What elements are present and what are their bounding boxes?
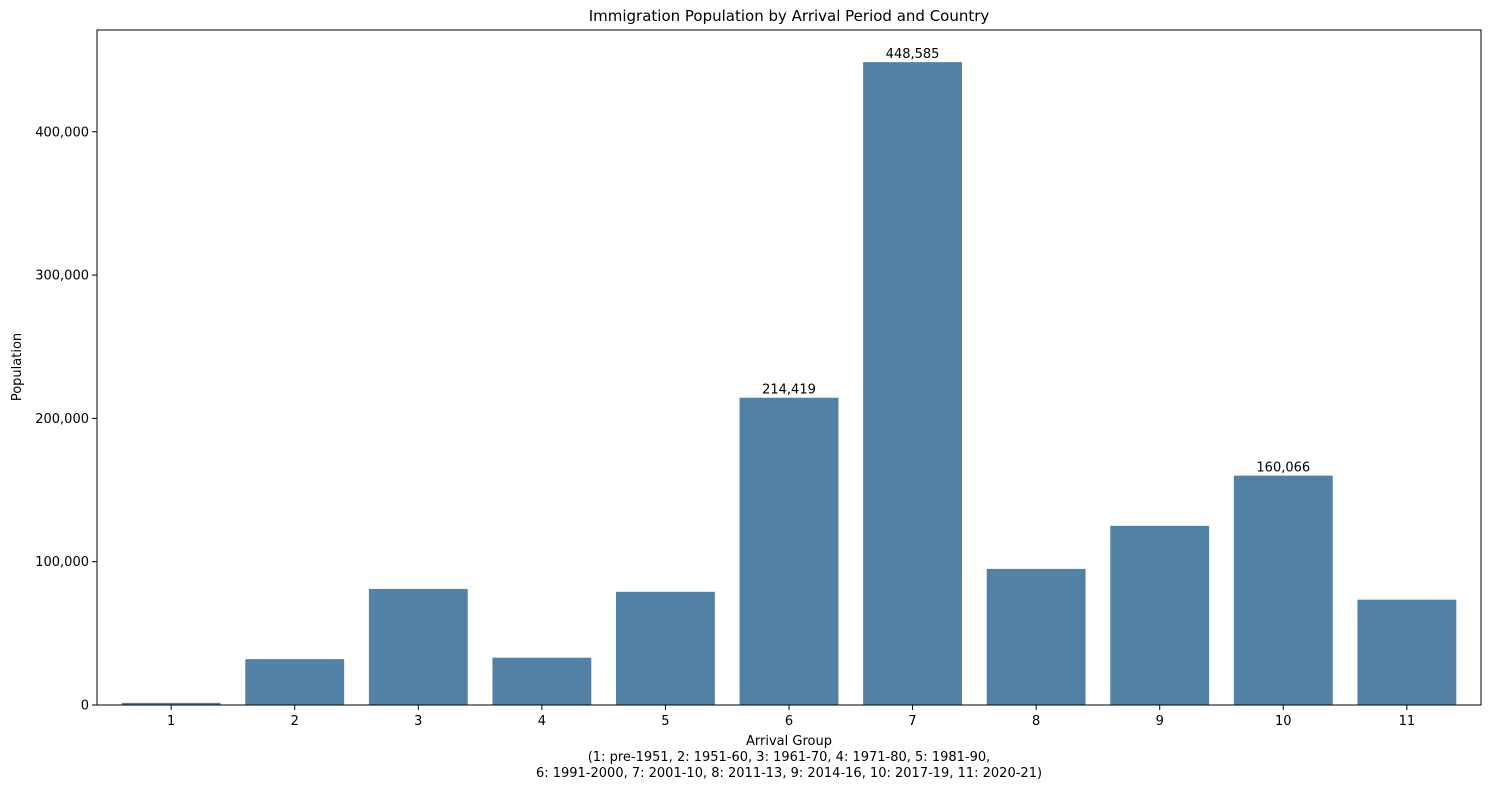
bar-4 <box>492 657 592 705</box>
chart-title: Immigration Population by Arrival Period… <box>589 7 990 25</box>
y-tick-label: 200,000 <box>35 412 89 427</box>
data-labels-layer: 214,419 448,585 160,066 <box>762 47 1310 475</box>
bar-3 <box>368 588 468 705</box>
data-label-7: 448,585 <box>886 47 940 62</box>
y-tick-label: 300,000 <box>35 269 89 284</box>
bar-10 <box>1233 475 1333 705</box>
x-tick-label: 6 <box>785 714 793 729</box>
x-tick-label: 9 <box>1156 714 1164 729</box>
x-tick-label: 4 <box>538 714 546 729</box>
bar-5 <box>616 591 715 705</box>
y-tick-label: 0 <box>81 699 89 714</box>
bar-2 <box>245 659 345 705</box>
x-axis-note-line-1: (1: pre-1951, 2: 1951-60, 3: 1961-70, 4:… <box>588 750 991 765</box>
y-tick-label: 400,000 <box>35 125 89 140</box>
bar-8 <box>986 568 1086 705</box>
bar-11 <box>1357 599 1457 705</box>
x-tick-label: 1 <box>167 714 175 729</box>
x-tick-label: 7 <box>908 714 916 729</box>
bars-layer <box>121 62 1457 705</box>
bar-9 <box>1110 525 1210 705</box>
x-tick-label: 2 <box>291 714 299 729</box>
y-axis-label: Population <box>10 333 25 401</box>
bar-6 <box>739 397 839 705</box>
data-label-10: 160,066 <box>1256 461 1310 476</box>
x-axis: 1 2 3 4 5 6 7 8 9 10 11 <box>167 705 1415 729</box>
x-tick-label: 5 <box>661 714 669 729</box>
x-axis-label: Arrival Group <box>746 734 832 749</box>
bar-7 <box>863 62 962 705</box>
y-tick-label: 100,000 <box>35 555 89 570</box>
x-tick-label: 10 <box>1275 714 1292 729</box>
y-axis: 0 100,000 200,000 300,000 400,000 <box>35 125 97 714</box>
bar-1 <box>121 702 221 705</box>
x-tick-label: 8 <box>1032 714 1040 729</box>
x-axis-note-line-2: 6: 1991-2000, 7: 2001-10, 8: 2011-13, 9:… <box>536 766 1042 781</box>
x-tick-label: 3 <box>414 714 422 729</box>
data-label-6: 214,419 <box>762 383 816 398</box>
x-tick-label: 11 <box>1399 714 1416 729</box>
